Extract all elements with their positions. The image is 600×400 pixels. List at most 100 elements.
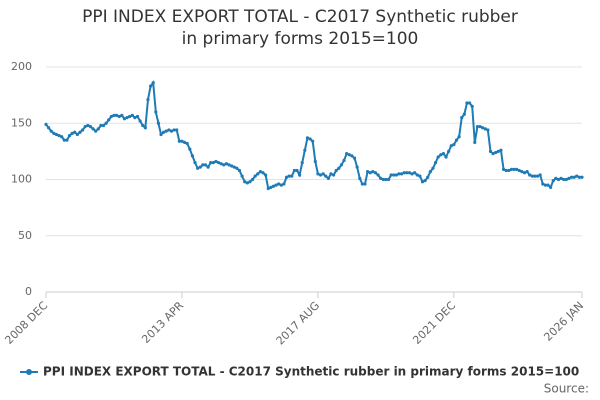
- point: [83, 125, 87, 129]
- point: [567, 176, 571, 180]
- point: [392, 173, 396, 177]
- point: [470, 104, 474, 108]
- point: [201, 163, 205, 167]
- point: [243, 180, 247, 184]
- point: [112, 113, 116, 117]
- point: [334, 168, 338, 173]
- point: [399, 172, 404, 176]
- point: [67, 134, 72, 138]
- point: [117, 114, 121, 119]
- point: [313, 159, 317, 164]
- point: [185, 141, 189, 146]
- point: [146, 98, 150, 102]
- point: [209, 161, 213, 165]
- point: [182, 140, 187, 144]
- source: Source:: [544, 382, 589, 396]
- point: [62, 138, 66, 142]
- point: [478, 125, 482, 129]
- point: [530, 174, 534, 178]
- point: [94, 129, 98, 133]
- point: [504, 168, 508, 173]
- point: [159, 132, 163, 137]
- point: [154, 110, 158, 114]
- point: [253, 174, 257, 178]
- point: [433, 161, 438, 165]
- point: [522, 171, 527, 175]
- point: [180, 139, 184, 143]
- point: [279, 183, 283, 187]
- point: [54, 132, 59, 137]
- point: [496, 149, 500, 153]
- point: [366, 170, 370, 174]
- point: [156, 121, 161, 125]
- point: [318, 173, 323, 177]
- point: [91, 127, 95, 131]
- point: [60, 135, 64, 139]
- point: [222, 163, 226, 167]
- point: [303, 148, 307, 152]
- point: [269, 185, 273, 189]
- point: [551, 179, 555, 183]
- x-tick-label: 2026 JAN: [541, 299, 586, 344]
- point: [572, 175, 576, 179]
- point: [467, 101, 472, 105]
- point: [245, 181, 249, 185]
- point: [308, 137, 312, 141]
- point: [282, 182, 286, 186]
- point: [65, 138, 69, 142]
- point: [57, 134, 61, 138]
- y-tick-label: 100: [11, 173, 32, 186]
- point: [224, 162, 229, 166]
- point: [342, 158, 346, 162]
- point: [133, 116, 137, 120]
- point: [569, 175, 574, 179]
- legend-label: PPI INDEX EXPORT TOTAL - C2017 Synthetic…: [43, 365, 579, 379]
- point: [381, 177, 385, 182]
- point: [298, 173, 302, 177]
- point: [339, 163, 344, 167]
- point: [535, 174, 540, 178]
- point: [426, 175, 430, 179]
- x-tick-label: 2013 APR: [139, 299, 186, 346]
- point: [329, 172, 333, 176]
- point: [436, 155, 440, 159]
- point: [172, 128, 176, 132]
- point: [49, 129, 53, 133]
- point: [475, 125, 480, 129]
- point: [507, 168, 511, 173]
- point: [177, 139, 181, 143]
- point: [384, 177, 388, 182]
- point: [368, 171, 372, 175]
- point: [162, 130, 166, 134]
- point: [88, 125, 93, 129]
- point: [86, 123, 90, 128]
- point: [164, 129, 168, 133]
- point: [196, 166, 200, 170]
- point: [73, 130, 77, 134]
- point: [311, 139, 315, 143]
- point: [198, 165, 202, 169]
- point: [316, 172, 320, 176]
- point: [410, 172, 414, 176]
- point: [214, 159, 218, 164]
- point: [81, 128, 85, 132]
- point: [284, 175, 289, 179]
- point: [148, 84, 153, 88]
- point: [360, 182, 364, 186]
- point: [114, 113, 119, 117]
- point: [264, 173, 268, 177]
- point: [326, 176, 330, 180]
- point: [499, 148, 503, 152]
- point: [138, 119, 142, 123]
- point: [324, 174, 328, 178]
- point: [122, 117, 127, 121]
- line: [45, 80, 582, 190]
- point: [449, 144, 453, 148]
- chart-title: PPI INDEX EXPORT TOTAL - C2017 Synthetic…: [82, 7, 518, 49]
- x-tick-label: 2008 DEC: [2, 299, 50, 347]
- point: [266, 186, 270, 191]
- point: [528, 173, 532, 177]
- point: [256, 172, 260, 176]
- point: [554, 176, 558, 180]
